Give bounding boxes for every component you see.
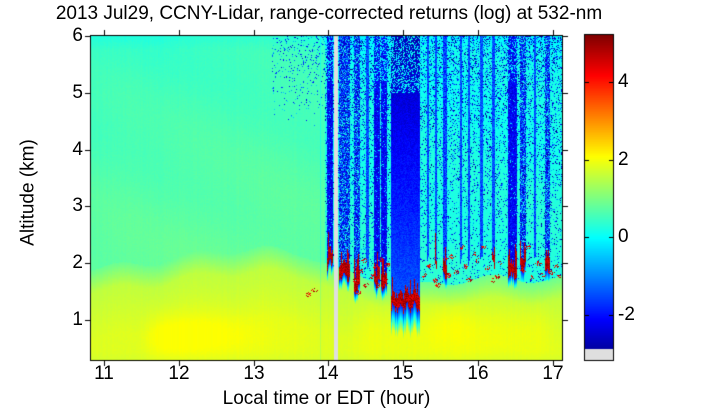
x-tick-label: 17: [542, 363, 564, 384]
colorbar-tick-label: 4: [618, 71, 629, 92]
colorbar-tick-label: 0: [618, 226, 629, 247]
x-axis-label: Local time or EDT (hour): [222, 388, 431, 409]
y-tick-label: 2: [72, 252, 83, 273]
y-tick-label: 1: [72, 309, 83, 330]
colorbar-tick-label: -2: [618, 304, 635, 325]
x-tick-label: 13: [243, 363, 265, 384]
x-tick-label: 11: [94, 363, 114, 384]
y-tick-label: 3: [72, 195, 83, 216]
x-tick-label: 12: [168, 363, 190, 384]
colorbar-tick-label: 2: [618, 149, 629, 170]
x-tick-label: 14: [317, 363, 339, 384]
x-tick-label: 16: [467, 363, 489, 384]
y-tick-label: 5: [72, 82, 83, 103]
x-tick-label: 15: [392, 363, 414, 384]
y-tick-label: 6: [72, 25, 83, 46]
chart-title: 2013 Jul29, CCNY-Lidar, range-corrected …: [55, 3, 603, 24]
y-axis-label: Altitude (km): [17, 139, 39, 246]
y-tick-label: 4: [72, 139, 83, 160]
